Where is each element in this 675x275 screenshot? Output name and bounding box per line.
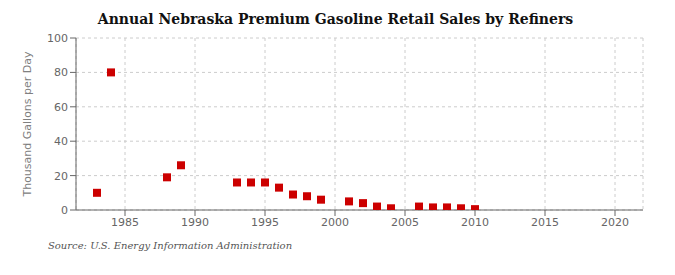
html-text:Source: U.S. Energy Informatio: Source: U.S. Energy Information Administ… <box>48 240 293 251</box>
svg-text:Thousand Gallons per Day: Thousand Gallons per Day <box>21 51 34 198</box>
svg-text:40: 40 <box>54 135 68 148</box>
svg-text:80: 80 <box>54 66 68 79</box>
html-text:Annual Nebraska Premium Gasoli: Annual Nebraska Premium Gasoline Retail … <box>97 11 574 27</box>
svg-text:2020: 2020 <box>601 216 629 229</box>
svg-text:100: 100 <box>47 32 68 45</box>
svg-text:20: 20 <box>54 170 68 183</box>
svg-text:1995: 1995 <box>251 216 279 229</box>
svg-text:1985: 1985 <box>111 216 139 229</box>
svg-text:0: 0 <box>61 204 68 217</box>
svg-text:2015: 2015 <box>531 216 559 229</box>
svg-text:2000: 2000 <box>321 216 349 229</box>
svg-text:1990: 1990 <box>181 216 209 229</box>
svg-text:2010: 2010 <box>461 216 489 229</box>
svg-text:2005: 2005 <box>391 216 419 229</box>
svg-text:60: 60 <box>54 101 68 114</box>
